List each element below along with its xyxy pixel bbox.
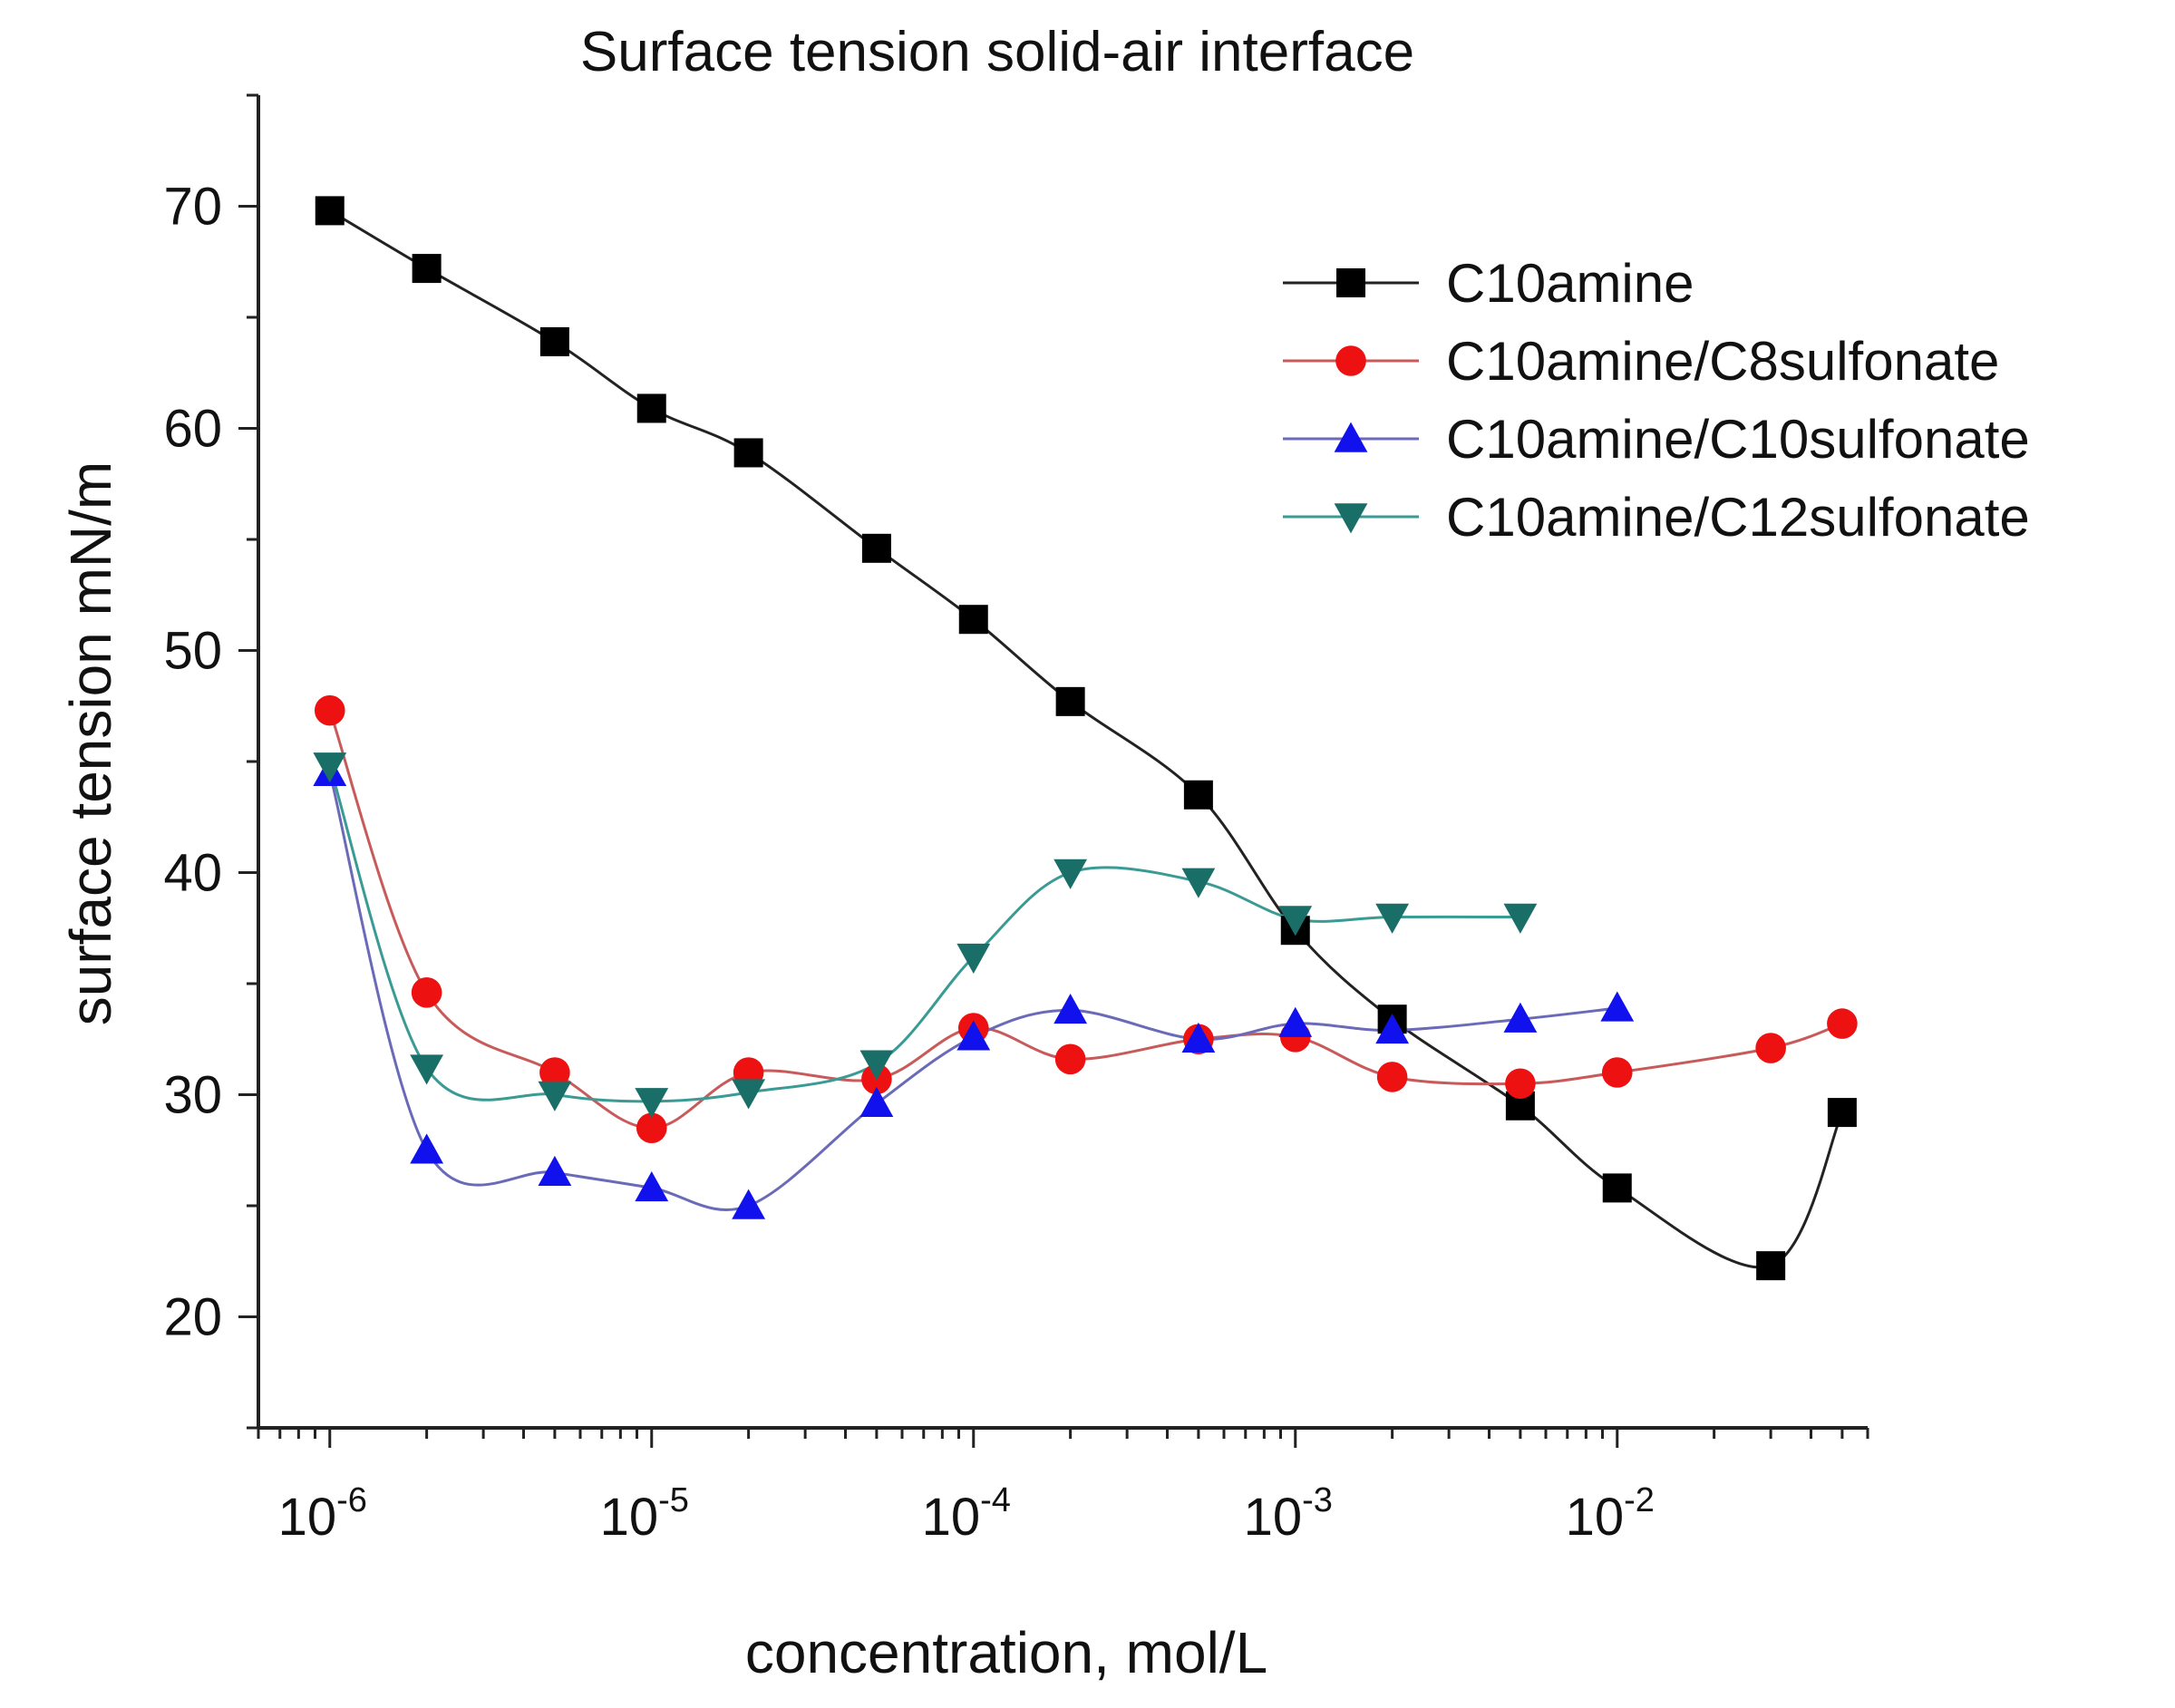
- data-point: [1503, 1002, 1538, 1033]
- data-point: [859, 1050, 894, 1081]
- x-tick-label: 10-5: [600, 1481, 689, 1547]
- data-point: [1376, 1062, 1408, 1092]
- x-tick-label: 10-4: [922, 1481, 1011, 1547]
- data-point: [1054, 859, 1088, 889]
- series-line-2: [328, 710, 1843, 1130]
- data-point: [1375, 903, 1410, 934]
- data-point: [956, 1020, 991, 1051]
- x-tick-base: 10: [1566, 1488, 1625, 1547]
- x-axis-label: concentration, mol/L: [745, 1620, 1267, 1685]
- data-point: [861, 533, 891, 563]
- legend-label: C10amine/C8sulfonate: [1446, 331, 1999, 392]
- data-point: [732, 1189, 766, 1219]
- data-point: [1375, 1014, 1410, 1044]
- data-point: [1054, 994, 1088, 1024]
- data-point: [313, 752, 347, 783]
- data-point: [956, 943, 991, 974]
- x-tick-exponent: -6: [336, 1481, 367, 1519]
- markers-layer: [313, 196, 1858, 1281]
- y-tick-label: 40: [163, 844, 222, 903]
- data-point: [1183, 780, 1213, 810]
- data-point: [1181, 1022, 1216, 1053]
- data-point: [1600, 991, 1635, 1022]
- data-point: [538, 1081, 572, 1111]
- data-point: [539, 1057, 570, 1088]
- data-point: [1054, 1043, 1086, 1075]
- data-point: [412, 254, 442, 284]
- data-point: [315, 196, 345, 226]
- x-tick-exponent: -2: [1624, 1481, 1655, 1519]
- data-point: [1827, 1008, 1858, 1039]
- data-point: [958, 605, 988, 635]
- data-point: [1278, 906, 1313, 936]
- x-tick-label: 10-2: [1566, 1481, 1655, 1547]
- data-point: [1755, 1033, 1786, 1063]
- series-line-3: [328, 772, 1617, 1211]
- x-tick-base: 10: [278, 1488, 337, 1547]
- y-tick-label: 60: [163, 400, 222, 459]
- chart-title: Surface tension solid-air interface: [580, 21, 1414, 83]
- data-point: [1055, 686, 1085, 716]
- series-line-4: [328, 765, 1520, 1103]
- data-point: [1827, 1098, 1857, 1128]
- x-tick-base: 10: [600, 1488, 659, 1547]
- data-point: [1756, 1251, 1786, 1281]
- data-point: [410, 1054, 444, 1085]
- data-point: [314, 694, 345, 726]
- x-tick-exponent: -3: [1302, 1481, 1333, 1519]
- data-point: [1601, 1057, 1633, 1088]
- legend-marker: [1335, 345, 1366, 376]
- y-axis-label: surface tension mN/m: [58, 461, 123, 1025]
- x-tick-label: 10-6: [278, 1481, 367, 1547]
- data-point: [1602, 1173, 1632, 1203]
- data-point: [1278, 1006, 1313, 1037]
- data-point: [1505, 1068, 1536, 1100]
- x-tick-exponent: -5: [658, 1481, 689, 1519]
- data-point: [1503, 903, 1538, 934]
- legend-label: C10amine/C10sulfonate: [1446, 409, 2030, 470]
- data-point: [636, 393, 666, 423]
- x-tick-base: 10: [1244, 1488, 1303, 1547]
- data-point: [635, 1171, 669, 1202]
- data-point: [538, 1155, 572, 1186]
- y-tick-label: 70: [163, 178, 222, 237]
- x-tick-base: 10: [922, 1488, 981, 1547]
- y-tick-label: 30: [163, 1066, 222, 1125]
- legend-marker: [1334, 503, 1368, 534]
- data-point: [539, 326, 569, 356]
- data-point: [636, 1112, 667, 1144]
- y-tick-label: 20: [163, 1288, 222, 1347]
- data-point: [733, 438, 763, 468]
- data-point: [732, 1079, 766, 1110]
- legend-marker: [1334, 422, 1368, 452]
- x-tick-exponent: -4: [980, 1481, 1011, 1519]
- x-tick-label: 10-3: [1244, 1481, 1333, 1547]
- y-tick-label: 50: [163, 622, 222, 681]
- legend: C10amine C10amine/C8sulfonate C10amine/C10…: [1283, 253, 2030, 548]
- legend-label: C10amine: [1446, 253, 1694, 314]
- data-point: [411, 977, 442, 1008]
- legend-label: C10amine/C12sulfonate: [1446, 487, 2030, 548]
- legend-marker: [1336, 268, 1365, 297]
- data-point: [410, 1133, 444, 1164]
- data-point: [1181, 868, 1216, 898]
- data-point: [635, 1088, 669, 1119]
- data-point: [859, 1086, 894, 1118]
